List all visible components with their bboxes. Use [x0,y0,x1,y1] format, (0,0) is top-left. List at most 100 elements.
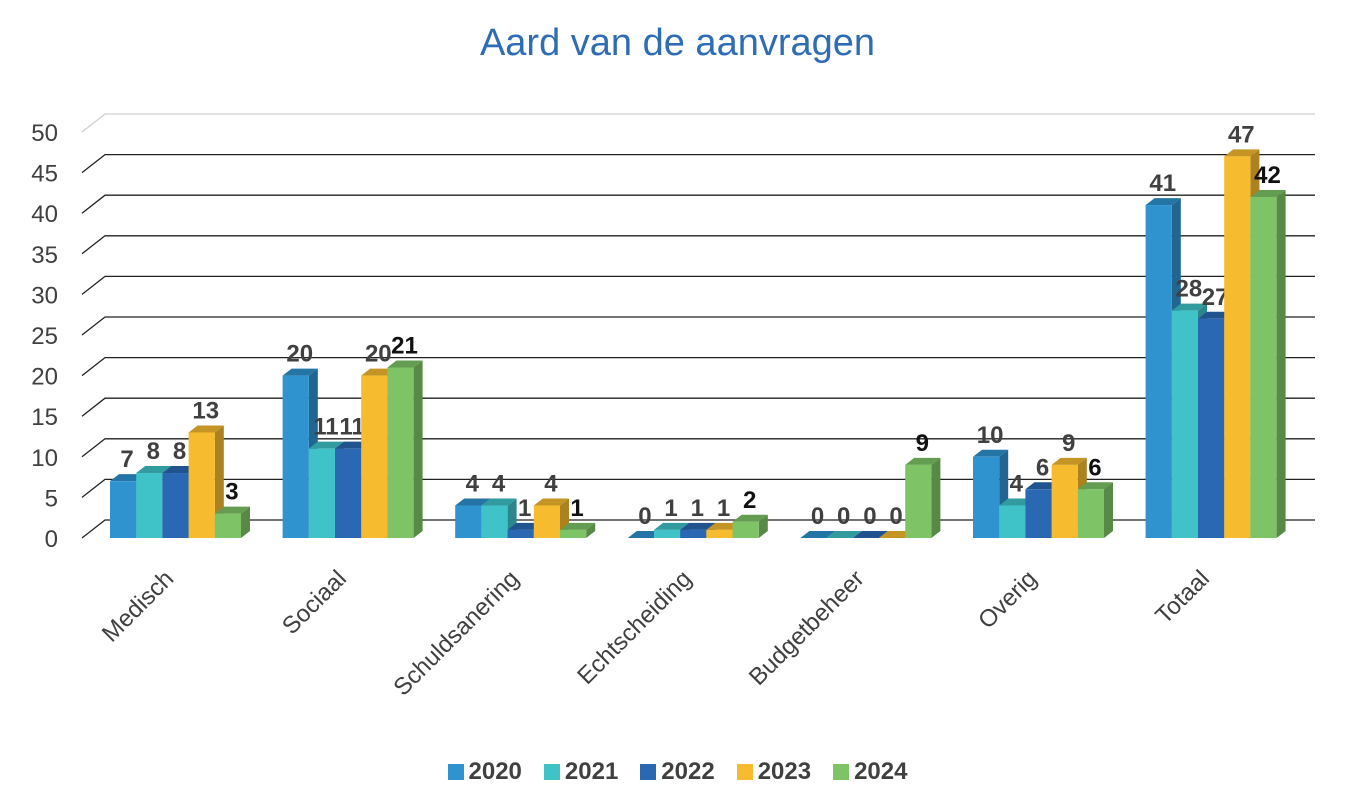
y-tick-label: 40 [31,201,58,228]
y-tick-label: 50 [31,120,58,147]
data-label: 0 [638,503,651,530]
bar [533,505,560,538]
gridline [81,235,1315,255]
bar-side [931,457,941,538]
bar-top [308,441,344,449]
data-label: 11 [339,414,364,441]
bar-top [852,531,888,538]
data-label: 20 [365,341,392,368]
bar [732,521,759,538]
data-label: 1 [664,495,677,522]
data-label: 0 [889,503,902,530]
bar-top [1250,189,1286,197]
data-label: 8 [173,438,186,465]
bar [560,529,587,538]
bar [136,473,163,538]
x-tick-label: Sociaal [277,565,352,640]
bar [1250,196,1277,538]
data-label: 41 [1149,170,1176,197]
bar [680,529,707,538]
bar [1224,156,1251,539]
legend-swatch [640,764,657,780]
data-label: 42 [1254,162,1281,189]
legend-item: 2021 [543,758,619,786]
data-label: 27 [1202,284,1229,311]
data-label: 0 [811,503,824,530]
data-label: 13 [192,397,219,424]
bar-top [533,498,569,506]
bar-top [680,522,716,530]
bar-top [188,425,224,433]
bar-top [1224,149,1260,157]
data-label: 4 [492,471,506,498]
bar [214,513,241,538]
legend-label: 2024 [854,758,908,785]
legend-swatch [833,764,850,780]
legend-label: 2023 [757,758,812,785]
bar-top [800,531,836,538]
data-label: 7 [120,446,133,473]
bar [1198,318,1225,538]
bar [999,505,1026,538]
bar [361,375,388,538]
data-label: 6 [1036,454,1049,481]
bar [110,481,137,538]
bar [335,448,362,538]
data-label: 20 [286,341,313,368]
data-label: 6 [1088,454,1101,481]
y-tick-label: 20 [31,364,58,391]
bar [973,456,1000,538]
bar [481,505,508,538]
bar [1077,489,1104,538]
gridline [81,275,1315,295]
bar [905,464,932,538]
bar [1025,489,1052,538]
data-label: 2 [743,487,756,514]
data-label: 11 [313,414,338,441]
legend-item: 2022 [640,758,715,786]
gridline [81,356,1315,377]
data-label: 0 [863,503,876,530]
bar [706,529,733,538]
bar [387,367,414,538]
bar [1145,205,1172,538]
gridline [81,194,1315,214]
bar-top [732,514,768,522]
gridline [81,438,1315,458]
data-label: 9 [1062,430,1075,457]
bar-top [1145,198,1181,206]
y-tick-label: 15 [31,404,58,431]
legend-label: 2020 [468,758,522,785]
legend: 2020 2021 2022 2023 2024 [0,758,1355,786]
bar-side [586,522,596,538]
gridline [81,113,1315,133]
data-label: 1 [570,495,583,522]
data-label: 10 [977,422,1004,449]
data-label: 1 [717,495,730,522]
bar-top [455,498,491,506]
bar-top [1171,303,1207,311]
bar-side [758,514,768,538]
bar [1171,310,1198,538]
bar-side [1104,482,1113,538]
bar-top [387,360,423,368]
legend-label: 2021 [564,758,619,785]
bar-top [282,368,318,376]
x-tick-label: Overig [973,565,1042,634]
x-tick-label: Budgetbeheer [744,565,870,691]
x-tick-label: Medisch [97,565,179,647]
gridline [81,316,1315,336]
bar-side [241,506,250,538]
data-label: 8 [147,438,160,465]
bar [162,473,189,538]
y-tick-label: 10 [31,445,58,472]
data-label: 21 [391,332,418,359]
data-label: 1 [518,495,531,522]
legend-label: 2022 [661,758,715,785]
legend-swatch [447,764,464,780]
legend-item: 2023 [736,758,812,786]
legend-swatch [736,764,753,780]
bar-top [905,457,941,465]
